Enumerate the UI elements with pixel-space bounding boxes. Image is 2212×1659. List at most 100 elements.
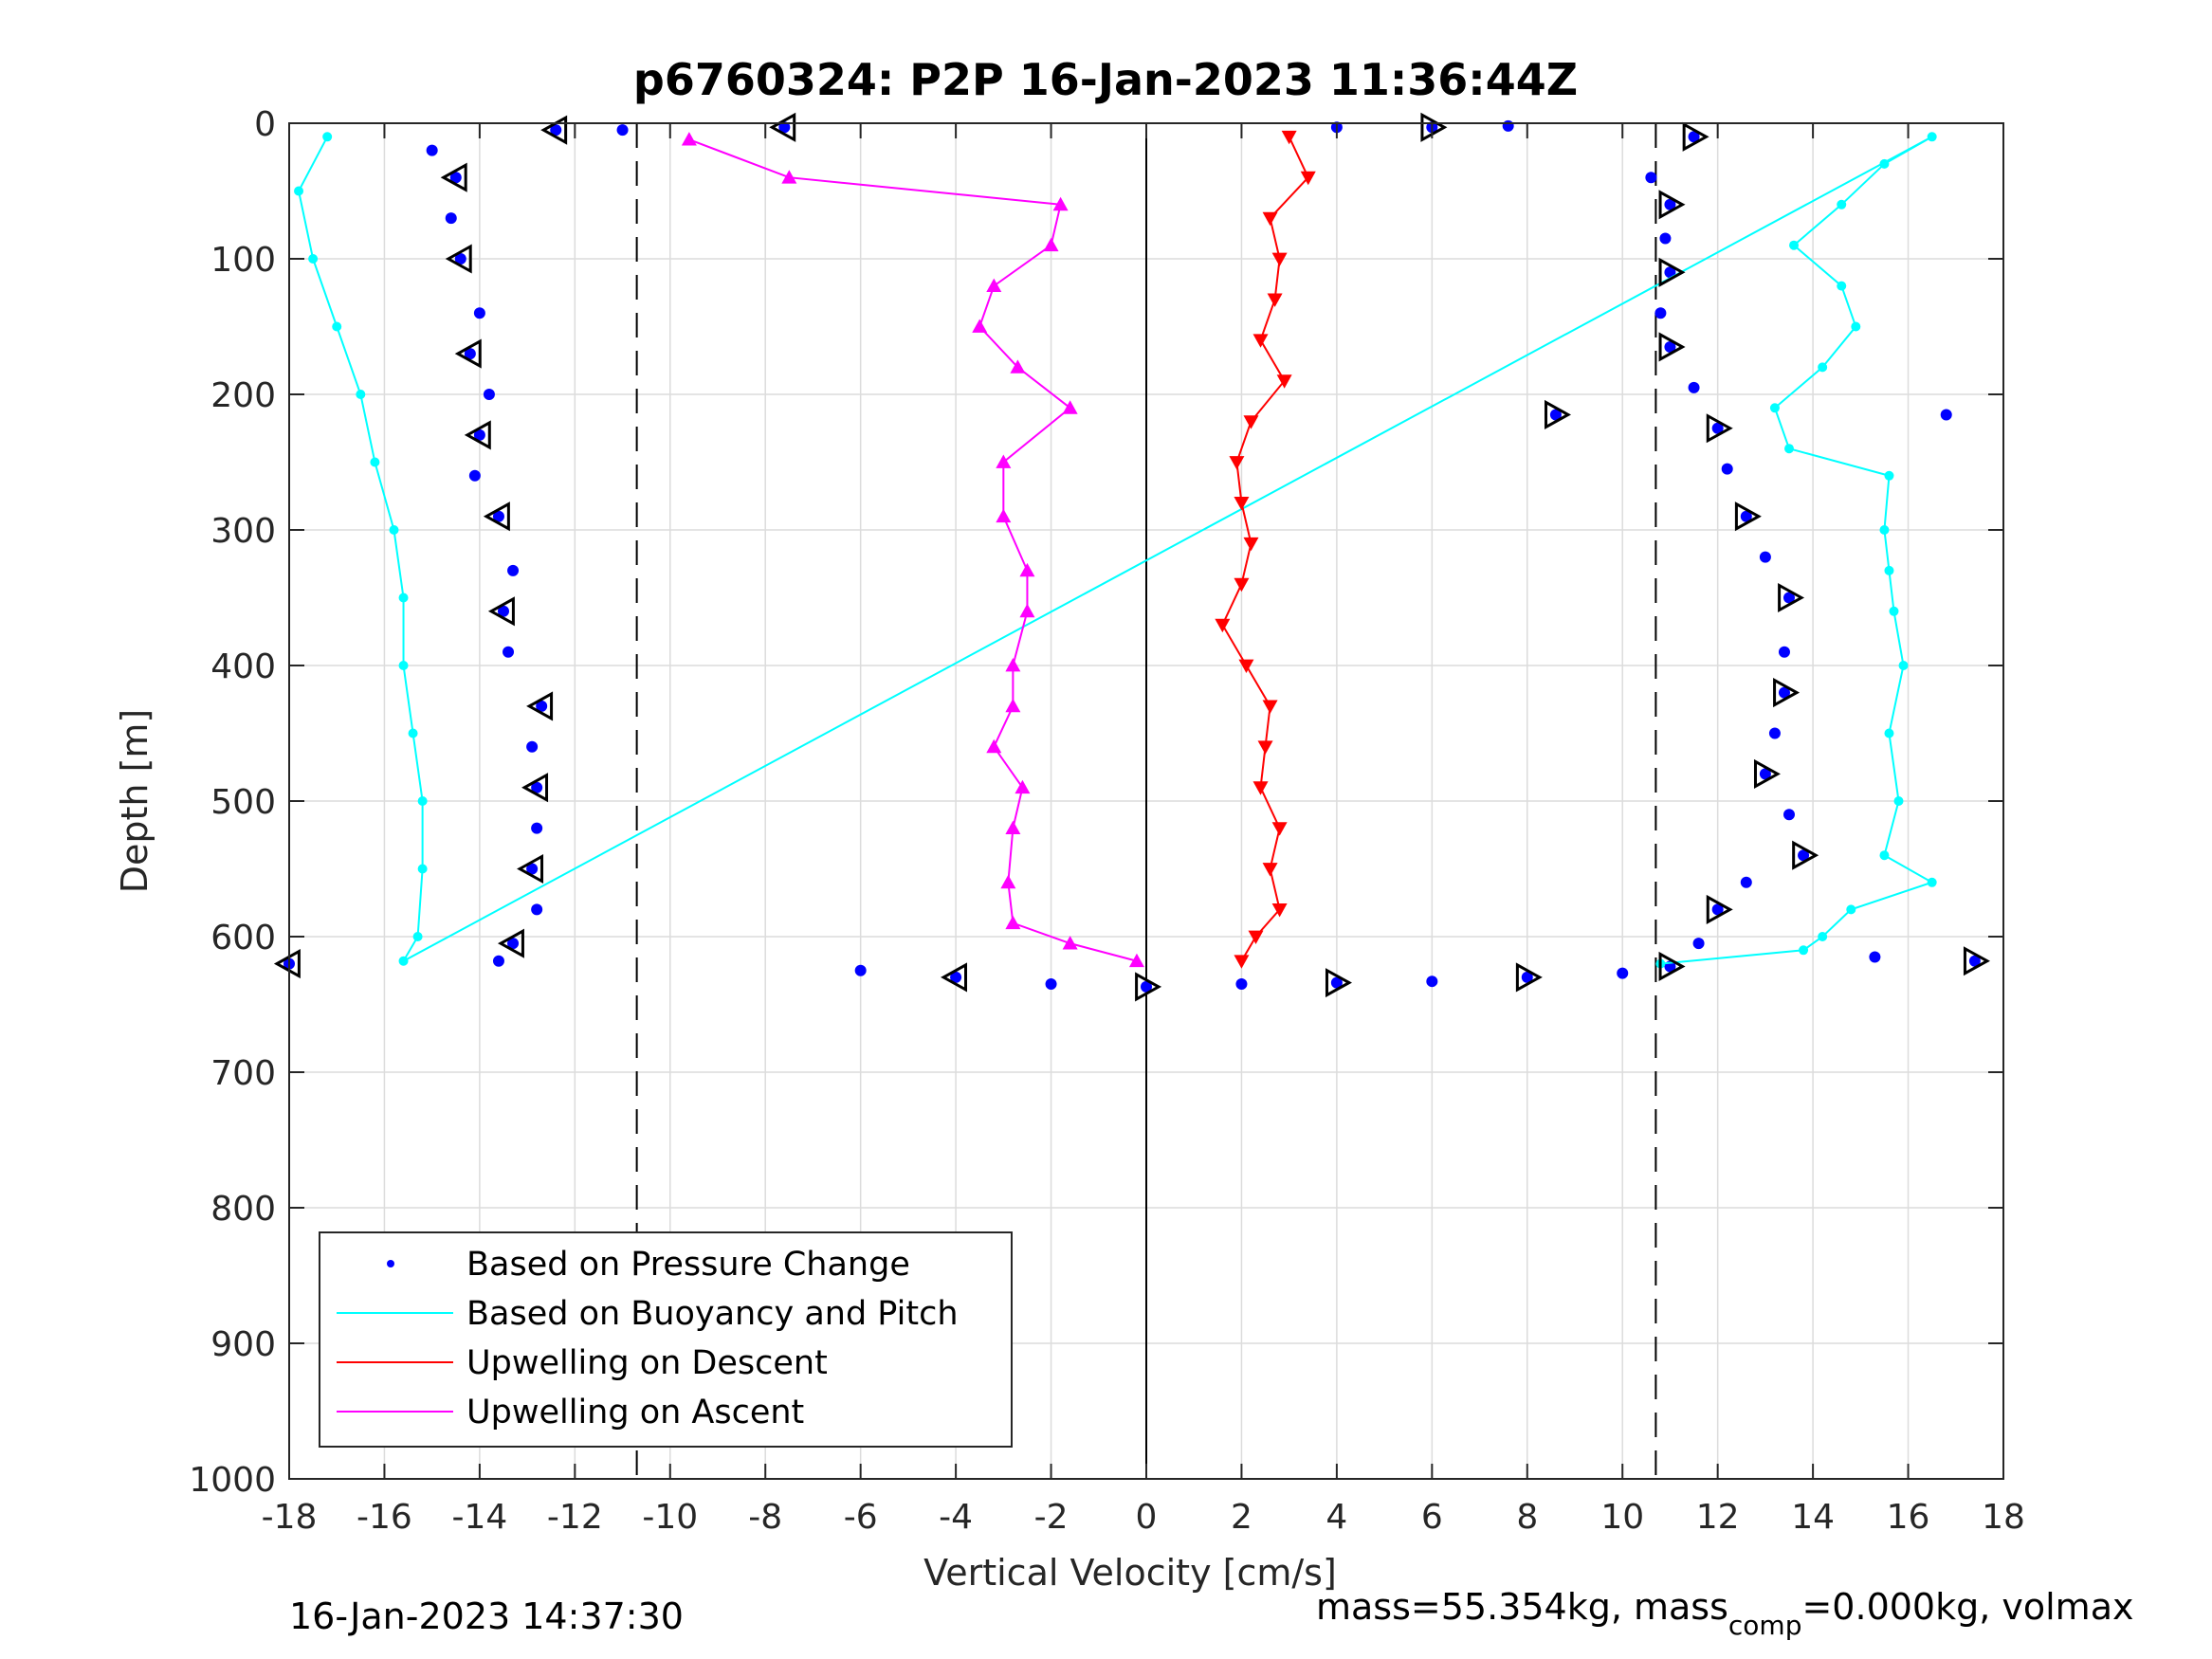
data-point	[468, 469, 481, 482]
data-point	[1062, 400, 1078, 414]
data-point	[1043, 237, 1059, 252]
data-point	[526, 863, 539, 875]
data-point	[356, 390, 366, 399]
data-point	[1005, 820, 1021, 834]
data-point	[1778, 646, 1790, 658]
data-point	[1783, 809, 1795, 821]
direction-marker	[1778, 582, 1805, 613]
data-point	[1879, 850, 1890, 861]
data-point	[1688, 131, 1700, 143]
data-point	[531, 822, 543, 834]
y-tick-label: 800	[210, 1190, 276, 1229]
data-point	[507, 938, 520, 950]
direction-marker	[1706, 894, 1733, 924]
data-point	[1664, 198, 1676, 210]
direction-marker	[464, 420, 491, 450]
data-point	[483, 389, 495, 400]
data-point	[1262, 863, 1278, 877]
direction-marker	[769, 112, 796, 142]
data-point	[1262, 211, 1278, 227]
direction-marker	[1545, 399, 1571, 429]
data-point	[398, 956, 409, 966]
data-point	[1759, 768, 1771, 780]
legend: Based on Pressure Change Based on Buoyanc…	[319, 1231, 1013, 1448]
data-point	[1010, 359, 1026, 374]
data-point	[972, 319, 988, 333]
data-point	[445, 212, 457, 225]
data-point	[1893, 796, 1904, 806]
data-point	[498, 605, 509, 617]
data-point	[1426, 975, 1438, 988]
series-based-on-buoyancy-and-pitch	[294, 132, 1937, 969]
data-point	[1654, 307, 1667, 319]
data-point	[492, 510, 504, 522]
data-point	[1879, 158, 1890, 169]
data-point	[473, 428, 485, 441]
direction-marker	[1658, 332, 1686, 362]
x-tick-label: -2	[1034, 1498, 1069, 1537]
series-upwelling-on-ascent	[681, 132, 1144, 968]
data-point	[996, 508, 1012, 523]
footer-mass-prefix: mass=55.354kg, mass	[1316, 1586, 1728, 1628]
data-point	[1141, 980, 1152, 993]
footer-mass-suffix: =0.000kg, volmax	[1801, 1586, 2133, 1628]
data-point	[1267, 293, 1283, 307]
data-point	[464, 348, 476, 360]
data-point	[1330, 976, 1343, 989]
data-point	[1927, 877, 1937, 887]
direction-marker	[1706, 413, 1733, 444]
direction-marker	[1682, 121, 1709, 152]
x-tick-label: 2	[1231, 1498, 1252, 1537]
data-point	[550, 124, 562, 137]
data-point	[616, 124, 629, 137]
data-point	[1789, 240, 1800, 250]
x-tick-label: 12	[1696, 1498, 1740, 1537]
data-point	[492, 955, 504, 967]
data-point	[1238, 659, 1254, 673]
x-tick-label: -14	[451, 1498, 507, 1537]
legend-label: Based on Pressure Change	[466, 1246, 910, 1284]
data-point	[531, 781, 543, 793]
y-tick-label: 300	[210, 512, 276, 551]
data-point	[332, 321, 342, 332]
data-point	[781, 170, 797, 184]
data-point	[1879, 525, 1890, 535]
data-point	[986, 738, 1002, 754]
data-point	[398, 592, 409, 603]
data-point	[1837, 199, 1847, 210]
data-point	[398, 661, 409, 670]
direction-marker	[1420, 112, 1448, 142]
y-tick-labels: 0 100 200 300 400 500 600 700 800 900 1000	[189, 105, 2003, 1500]
data-point	[531, 903, 543, 916]
data-point	[1262, 700, 1278, 714]
data-point	[1851, 321, 1861, 332]
x-tick-label: -8	[748, 1498, 782, 1537]
x-tick-label: 10	[1600, 1498, 1644, 1537]
y-tick-label: 0	[254, 105, 276, 144]
data-point	[389, 525, 399, 535]
data-point	[1281, 130, 1297, 145]
data-point	[1927, 132, 1937, 142]
direction-marker	[454, 338, 482, 369]
series-line	[297, 136, 1935, 965]
data-point	[1243, 537, 1259, 552]
x-tick-label: 4	[1325, 1498, 1347, 1537]
direction-marker	[440, 162, 467, 192]
footer-mass-subscript: comp	[1728, 1610, 1802, 1641]
data-point	[1688, 381, 1700, 393]
data-point	[778, 121, 791, 134]
data-point	[417, 796, 428, 806]
y-tick-label: 600	[210, 919, 276, 957]
data-point	[1019, 562, 1035, 577]
series-line	[1221, 136, 1309, 962]
legend-label: Based on Buoyancy and Pitch	[466, 1295, 959, 1333]
data-point	[526, 740, 539, 753]
data-point	[1940, 409, 1952, 421]
data-point	[1019, 603, 1035, 618]
data-point	[1818, 932, 1828, 941]
data-point	[1884, 728, 1894, 738]
data-point	[1798, 849, 1810, 862]
data-point	[1128, 953, 1144, 968]
series-layer	[273, 112, 1990, 1002]
data-point	[1818, 362, 1828, 373]
